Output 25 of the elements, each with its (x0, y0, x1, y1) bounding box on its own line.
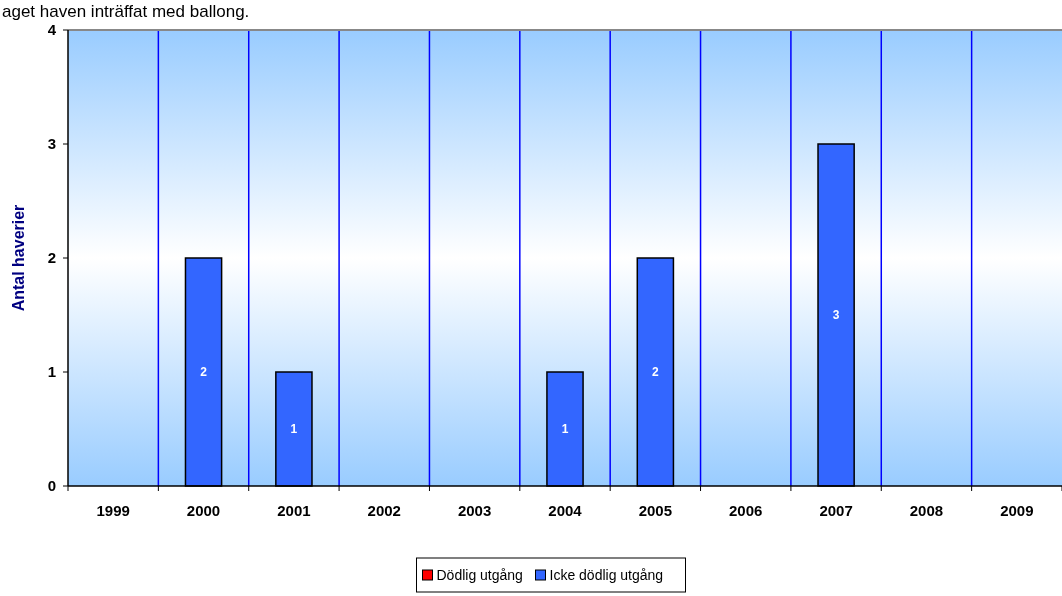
data-label: 2 (200, 365, 208, 379)
x-tick-label: 2004 (548, 502, 583, 519)
y-axis-title: Antal haverier (10, 204, 27, 312)
legend-label: Icke dödlig utgång (549, 567, 664, 583)
x-tick-label: 2003 (457, 502, 492, 519)
x-tick-label: 2009 (1000, 502, 1034, 519)
data-label: 2 (652, 365, 660, 379)
x-tick-label: 2006 (729, 502, 763, 519)
x-tick-label: 2002 (367, 502, 401, 519)
x-tick-label: 2000 (186, 502, 221, 519)
x-tick-label: 2008 (909, 502, 944, 519)
y-tick-label: 4 (47, 21, 57, 38)
x-tick-label: 2005 (638, 502, 673, 519)
x-tick-label: 2001 (277, 502, 311, 519)
data-label: 1 (290, 422, 298, 436)
y-tick-label: 0 (47, 477, 56, 494)
y-tick-label: 3 (47, 135, 56, 152)
x-tick-label: 1999 (96, 502, 130, 519)
data-label: 1 (561, 422, 569, 436)
data-label: 3 (832, 308, 840, 322)
y-tick-label: 1 (47, 363, 56, 380)
y-tick-label: 2 (47, 249, 56, 266)
legend-label: Dödlig utgång (436, 567, 523, 583)
x-tick-label: 2007 (819, 502, 853, 519)
chart-title: aget haven inträffat med ballong. (2, 2, 250, 21)
